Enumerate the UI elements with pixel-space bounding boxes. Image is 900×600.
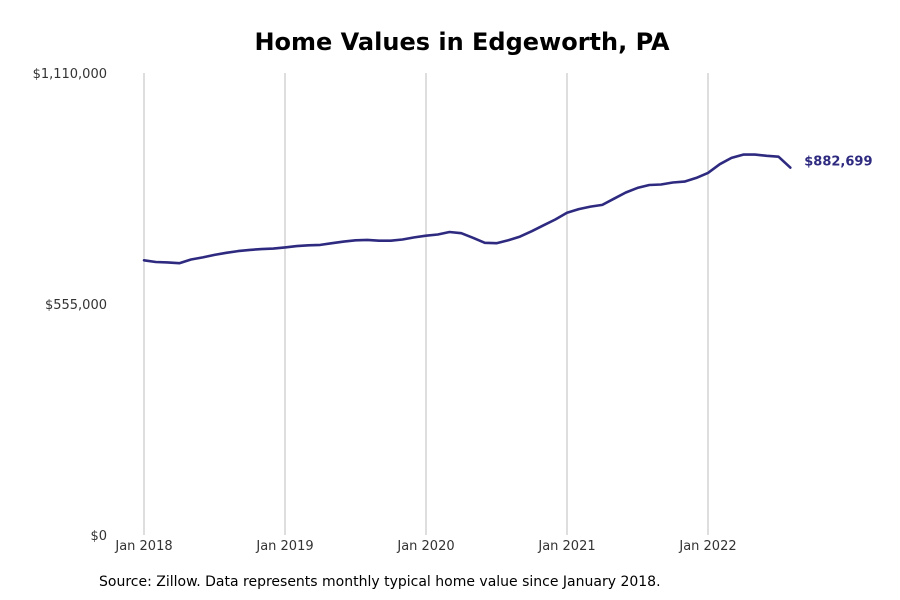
gridlines	[143, 73, 709, 535]
x-tick-label: Jan 2018	[114, 539, 172, 554]
y-tick-label: $0	[90, 529, 107, 544]
end-value-label: $882,699	[804, 155, 872, 170]
x-axis-ticks: Jan 2018 Jan 2019 Jan 2020 Jan 2021 Jan 2022	[114, 539, 736, 554]
x-tick-label: Jan 2020	[396, 539, 454, 554]
series-line-home-value	[142, 153, 792, 265]
y-tick-label: $1,110,000	[33, 67, 107, 82]
y-axis-ticks: $1,110,000 $555,000 $0	[33, 67, 107, 544]
source-note: Source: Zillow. Data represents monthly …	[99, 574, 661, 590]
x-tick-label: Jan 2022	[678, 539, 736, 554]
y-tick-label: $555,000	[45, 298, 107, 313]
chart-title: Home Values in Edgeworth, PA	[254, 28, 670, 56]
x-tick-label: Jan 2019	[255, 539, 313, 554]
x-tick-label: Jan 2021	[537, 539, 595, 554]
